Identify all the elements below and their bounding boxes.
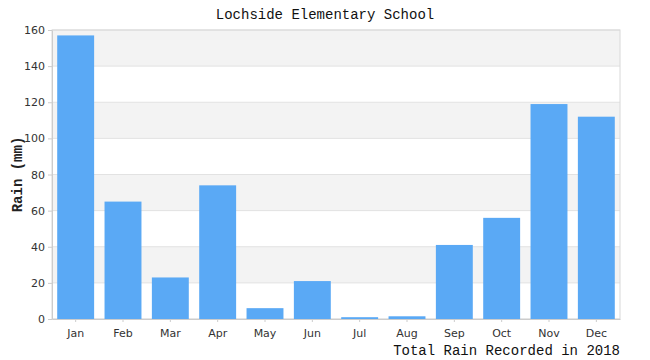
y-tick-mark — [48, 138, 52, 139]
x-tick: Mar — [160, 319, 181, 340]
x-axis-line — [53, 319, 621, 320]
x-tick-mark — [312, 319, 313, 322]
y-tick: 100 — [24, 132, 52, 145]
y-tick-label: 80 — [31, 169, 45, 182]
x-tick-label: Jan — [66, 327, 84, 340]
x-tick-mark — [170, 319, 171, 322]
plot: 020406080100120140160JanFebMarAprMayJunJ… — [24, 24, 621, 340]
chart-svg: 020406080100120140160JanFebMarAprMayJunJ… — [0, 0, 650, 360]
x-tick-mark — [407, 319, 408, 322]
y-tick: 20 — [31, 277, 52, 290]
x-tick-mark — [549, 319, 550, 322]
bar — [578, 117, 615, 319]
x-tick-label: Apr — [208, 327, 228, 340]
y-tick: 40 — [31, 241, 52, 254]
bar — [294, 281, 331, 319]
bar — [57, 35, 94, 319]
bar — [341, 317, 378, 319]
x-tick-mark — [454, 319, 455, 322]
bar — [199, 185, 236, 319]
x-tick-label: Feb — [113, 327, 132, 340]
chart-container: 020406080100120140160JanFebMarAprMayJunJ… — [0, 0, 650, 360]
x-tick-label: May — [254, 327, 277, 340]
y-tick-mark — [48, 66, 52, 67]
y-tick-label: 100 — [24, 132, 45, 145]
x-tick-label: Nov — [538, 327, 560, 340]
x-tick: Dec — [586, 319, 607, 340]
grid-line — [52, 66, 620, 67]
x-tick: Apr — [208, 319, 228, 340]
x-tick-label: Aug — [396, 327, 417, 340]
x-tick: May — [254, 319, 277, 340]
bar — [389, 316, 426, 319]
y-tick-mark — [48, 175, 52, 176]
x-tick-mark — [265, 319, 266, 322]
y-tick-label: 120 — [24, 96, 45, 109]
x-tick-mark — [596, 319, 597, 322]
x-tick-mark — [217, 319, 218, 322]
x-tick-label: Sep — [444, 327, 465, 340]
x-tick-mark — [123, 319, 124, 322]
y-tick: 0 — [38, 313, 52, 326]
y-axis: 0 20 40 60 80 100 120 140 160 — [24, 24, 53, 326]
x-tick-mark — [75, 319, 76, 322]
x-tick-label: Jul — [352, 327, 366, 340]
x-tick-label: Dec — [586, 327, 607, 340]
y-axis-title: Rain (mm) — [10, 137, 26, 213]
grid-line — [52, 102, 620, 103]
title: Lochside Elementary School — [216, 7, 434, 23]
x-tick-label: Oct — [492, 327, 512, 340]
x-tick-mark — [359, 319, 360, 322]
bars — [57, 35, 615, 319]
x-axis: Jan Feb Mar Apr May Jun Jul Aug Sep Oct Nov Dec — [53, 319, 621, 340]
y-tick-mark — [48, 319, 52, 320]
y-tick-mark — [48, 102, 52, 103]
y-tick-label: 160 — [24, 24, 45, 37]
y-tick-label: 0 — [38, 313, 45, 326]
plot-frame — [52, 30, 620, 319]
bar — [483, 218, 520, 319]
bar — [152, 277, 189, 319]
y-tick-label: 60 — [31, 205, 45, 218]
x-tick: Jan — [66, 319, 84, 340]
bar — [247, 308, 284, 319]
y-tick: 140 — [24, 60, 52, 73]
y-tick-mark — [48, 211, 52, 212]
x-tick-label: Jun — [303, 327, 321, 340]
bar — [105, 202, 142, 319]
grid-band — [52, 30, 620, 66]
grid — [52, 30, 620, 319]
y-tick-mark — [48, 30, 52, 31]
x-tick-mark — [501, 319, 502, 322]
bar — [436, 245, 473, 319]
y-tick: 120 — [24, 96, 52, 109]
y-tick-label: 20 — [31, 277, 45, 290]
x-tick: Oct — [492, 319, 512, 340]
x-axis-title: Total Rain Recorded in 2018 — [393, 343, 620, 359]
y-tick-label: 140 — [24, 60, 45, 73]
y-tick-label: 40 — [31, 241, 45, 254]
x-tick: Jul — [352, 319, 366, 340]
x-tick: Nov — [538, 319, 560, 340]
x-tick: Aug — [396, 319, 417, 340]
y-tick: 60 — [31, 205, 52, 218]
y-tick-mark — [48, 283, 52, 284]
y-tick: 160 — [24, 24, 52, 37]
x-tick-label: Mar — [160, 327, 181, 340]
y-tick: 80 — [31, 169, 52, 182]
y-axis-line — [52, 31, 53, 320]
x-tick: Jun — [303, 319, 321, 340]
y-tick-mark — [48, 247, 52, 248]
x-tick: Sep — [444, 319, 465, 340]
bar — [531, 104, 568, 319]
x-tick: Feb — [113, 319, 132, 340]
